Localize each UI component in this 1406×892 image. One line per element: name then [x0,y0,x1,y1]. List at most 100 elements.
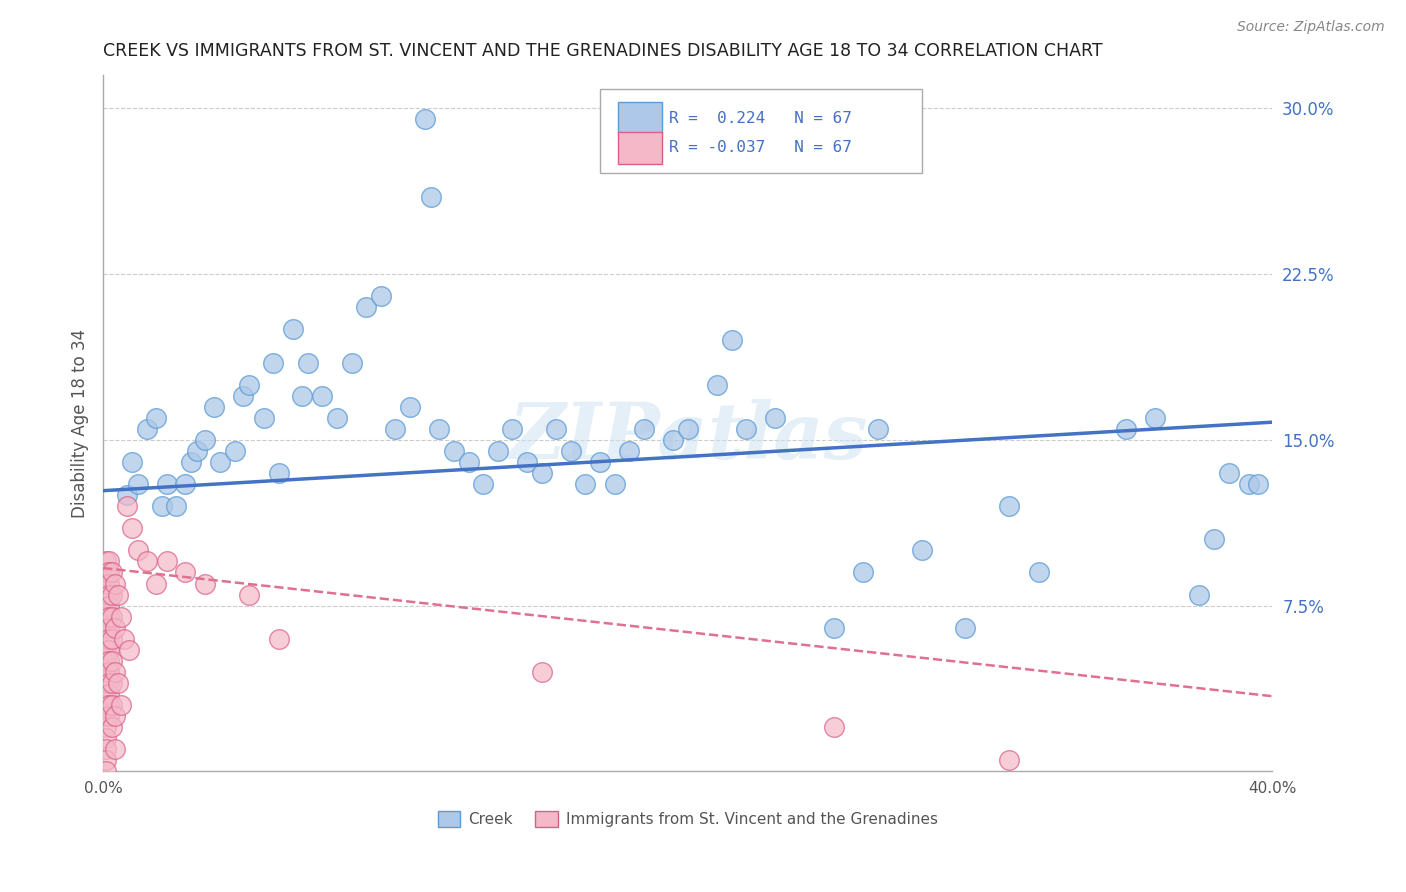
Point [603,477,626,491]
Point [94,566,117,580]
Point [735,422,758,436]
Point [104,742,127,756]
Point [98,599,121,613]
Point [1028,566,1050,580]
Point [910,543,932,558]
Point [224,443,246,458]
Point [94,709,117,723]
Point [98,642,121,657]
Point [94,720,117,734]
Point [101,566,124,580]
Point [516,455,538,469]
Point [94,609,117,624]
Point [94,554,117,568]
Point [486,443,509,458]
Point [110,609,132,624]
Point [156,477,179,491]
Point [94,742,117,756]
Point [546,422,568,436]
Point [574,477,596,491]
Point [98,588,121,602]
Point [765,410,787,425]
Point [340,355,363,369]
Point [419,190,441,204]
Point [121,455,143,469]
Point [1115,422,1137,436]
Point [174,566,197,580]
Point [472,477,495,491]
Point [107,676,129,690]
Point [94,632,117,646]
Point [94,654,117,668]
Point [101,632,124,646]
Point [98,566,121,580]
Point [98,698,121,712]
Point [156,554,179,568]
Point [127,477,149,491]
Point [112,632,135,646]
Point [174,477,197,491]
Point [94,665,117,679]
Point [98,687,121,701]
Point [457,455,479,469]
Point [101,698,124,712]
Point [94,588,117,602]
Point [1247,477,1270,491]
FancyBboxPatch shape [600,89,921,173]
Point [955,621,977,635]
Point [98,609,121,624]
Point [619,443,641,458]
Point [1202,533,1225,547]
Point [399,400,422,414]
Point [202,400,225,414]
Point [238,588,260,602]
Point [823,720,845,734]
Point [101,676,124,690]
Point [1188,588,1211,602]
Point [98,676,121,690]
Point [633,422,655,436]
Point [150,499,173,513]
Point [354,300,377,314]
Point [94,687,117,701]
Point [866,422,889,436]
Point [98,654,121,668]
Point [589,455,612,469]
Point [998,753,1021,767]
Point [413,112,436,127]
Point [94,599,117,613]
Point [1237,477,1260,491]
Point [115,499,138,513]
Point [720,334,742,348]
Point [530,665,553,679]
Point [267,466,290,480]
Point [194,576,217,591]
Point [98,554,121,568]
Text: R = -0.037   N = 67: R = -0.037 N = 67 [669,140,852,155]
Point [253,410,276,425]
Point [94,642,117,657]
Point [104,709,127,723]
Point [662,433,685,447]
Point [560,443,582,458]
Point [501,422,523,436]
Point [115,488,138,502]
Point [232,389,254,403]
Point [998,499,1021,513]
Point [186,443,208,458]
Point [94,676,117,690]
Legend: Creek, Immigrants from St. Vincent and the Grenadines: Creek, Immigrants from St. Vincent and t… [432,805,945,833]
Point [165,499,187,513]
Point [311,389,333,403]
Point [297,355,319,369]
FancyBboxPatch shape [617,103,662,135]
Point [94,753,117,767]
Point [370,289,392,303]
Point [676,422,699,436]
Point [127,543,149,558]
Point [94,621,117,635]
Point [209,455,232,469]
Point [136,554,159,568]
Point [145,410,167,425]
Text: CREEK VS IMMIGRANTS FROM ST. VINCENT AND THE GRENADINES DISABILITY AGE 18 TO 34 : CREEK VS IMMIGRANTS FROM ST. VINCENT AND… [103,42,1102,60]
